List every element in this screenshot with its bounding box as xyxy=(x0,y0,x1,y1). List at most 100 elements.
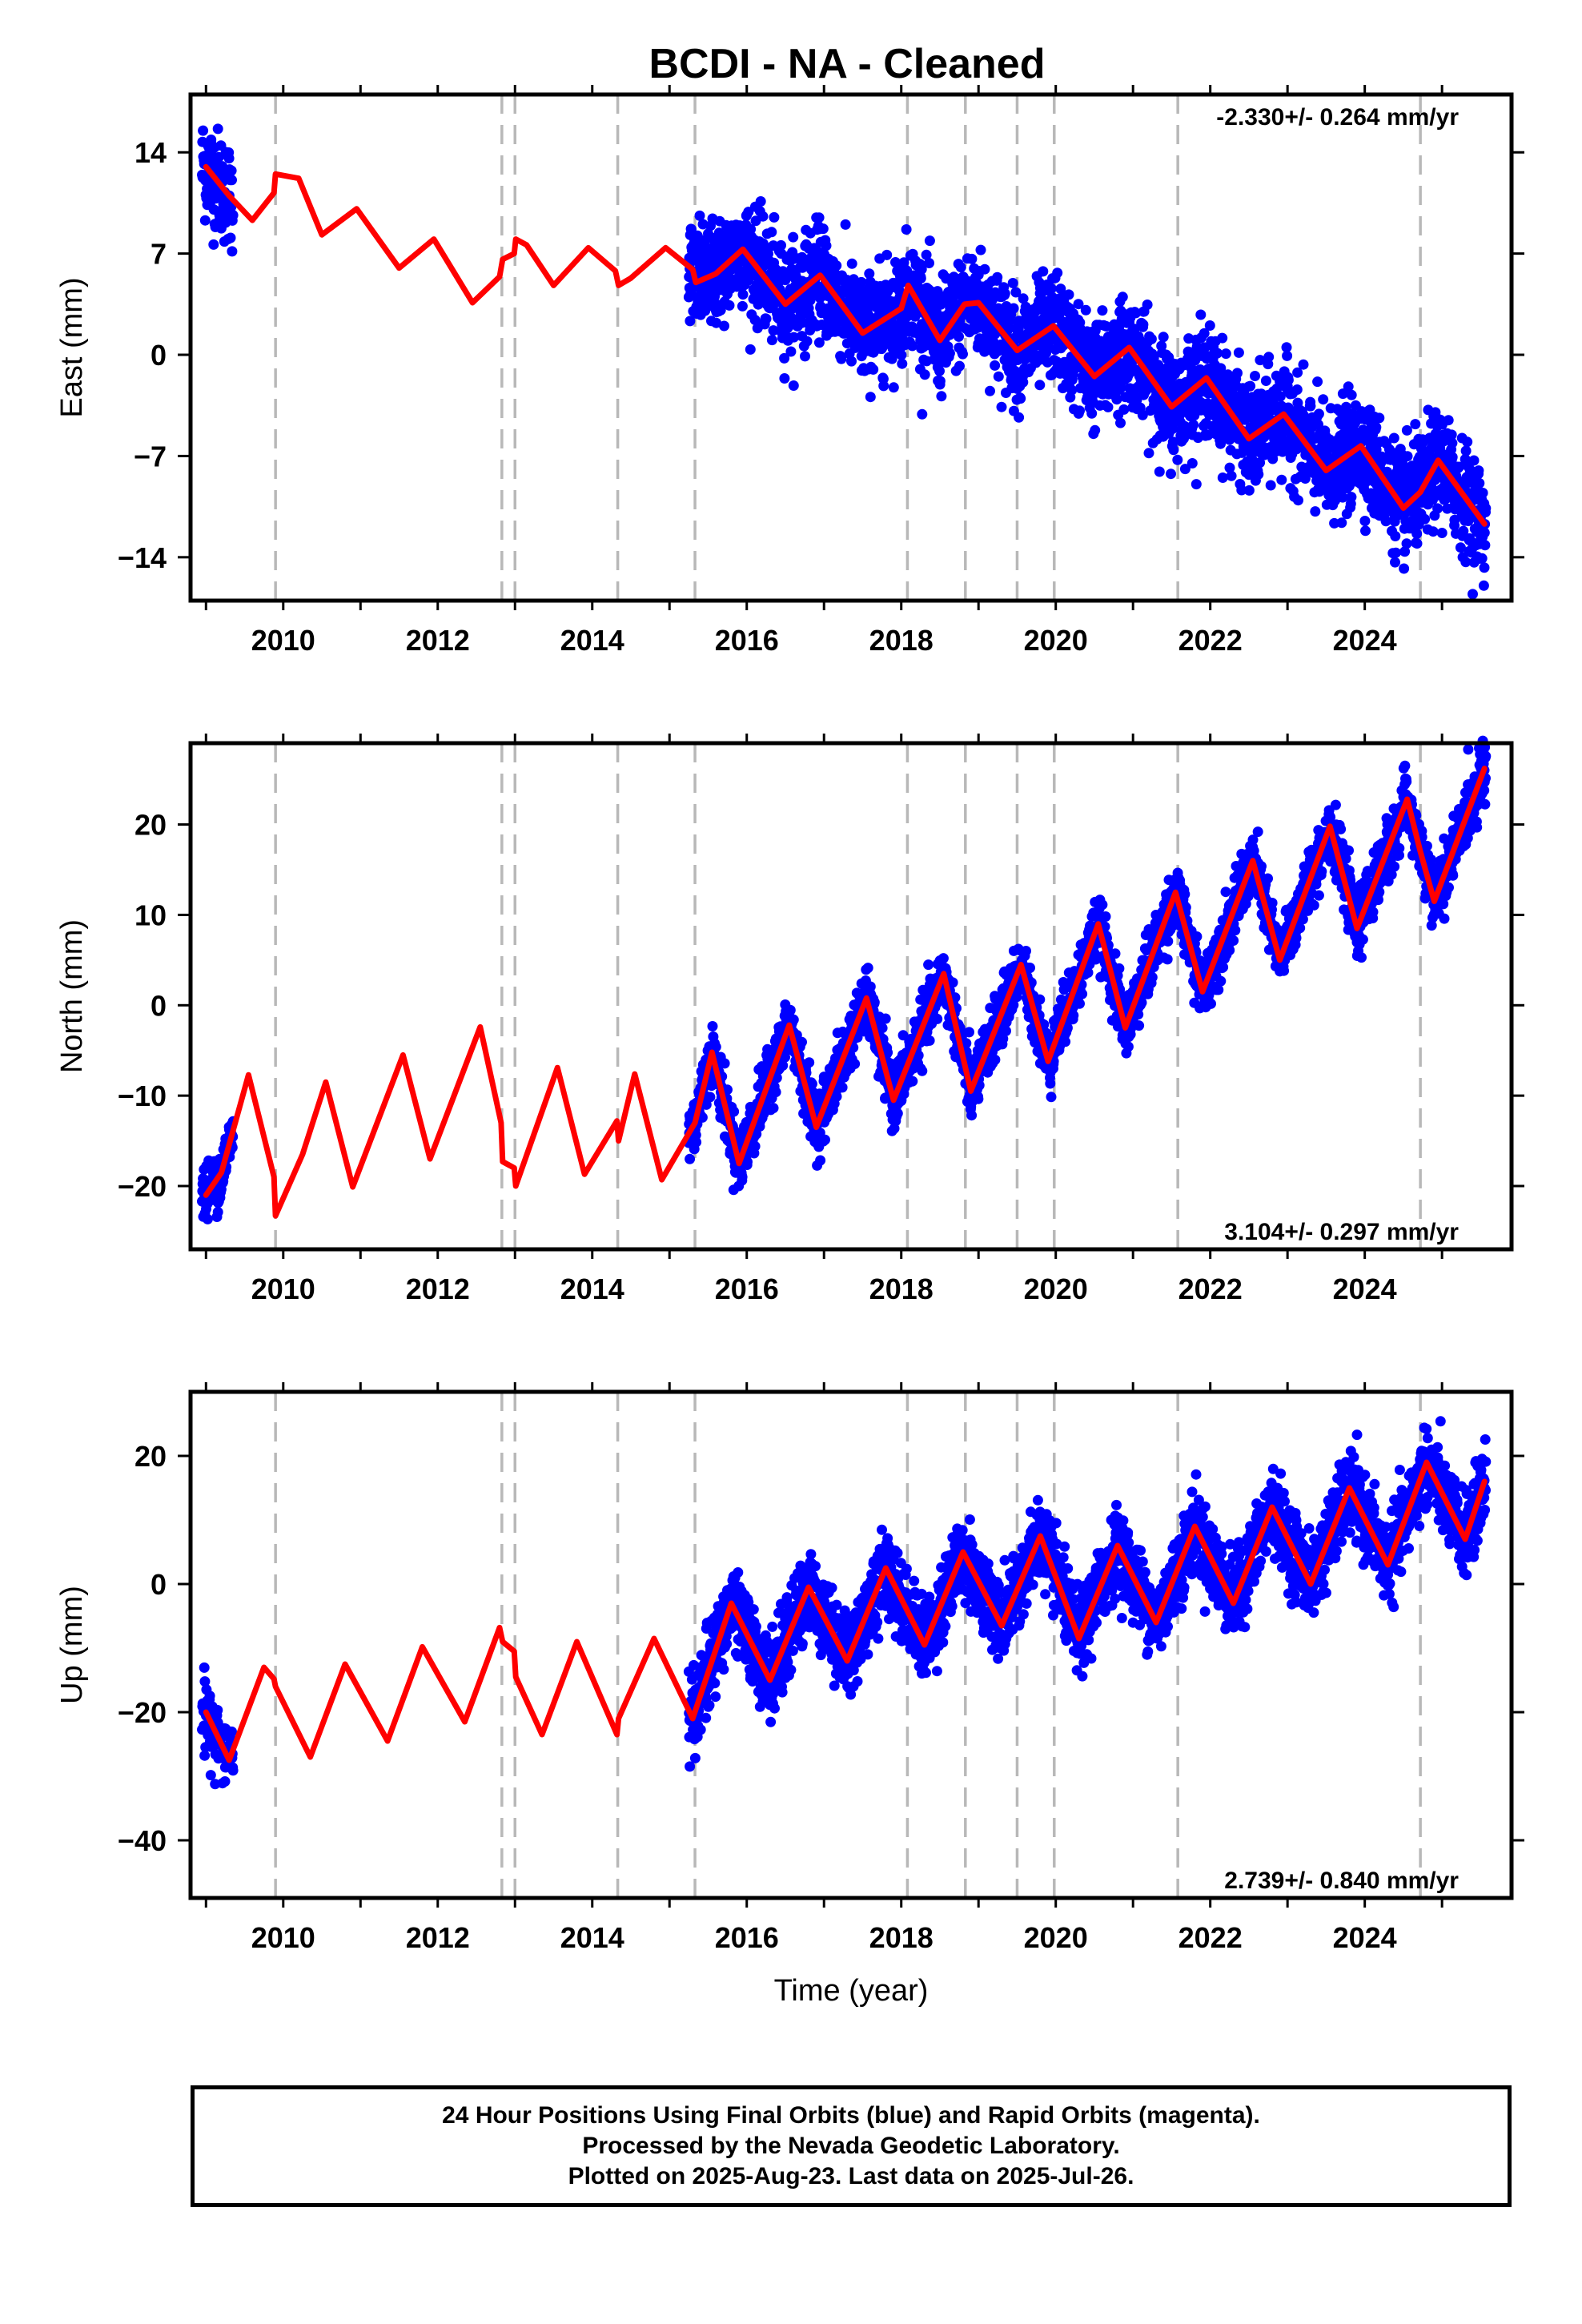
data-point xyxy=(1260,376,1271,386)
data-point xyxy=(1293,495,1303,506)
data-point xyxy=(1436,528,1447,538)
data-point xyxy=(1480,503,1492,514)
data-point xyxy=(1045,1078,1056,1089)
data-point xyxy=(1312,376,1323,388)
data-point xyxy=(979,263,990,275)
data-point xyxy=(1371,422,1382,433)
data-point xyxy=(1118,404,1130,415)
data-point xyxy=(1158,332,1169,343)
data-point xyxy=(1063,289,1074,300)
data-point xyxy=(761,313,772,324)
data-point xyxy=(973,1093,984,1104)
data-point xyxy=(1090,424,1101,436)
data-point xyxy=(1313,408,1324,420)
data-point xyxy=(1188,420,1199,430)
data-point xyxy=(999,288,1010,299)
data-point xyxy=(1283,375,1294,385)
data-point xyxy=(785,346,797,357)
data-point xyxy=(1411,529,1423,539)
data-point xyxy=(1143,448,1154,459)
data-point xyxy=(837,1082,848,1093)
data-point xyxy=(1360,525,1371,537)
data-point xyxy=(966,253,978,264)
data-point xyxy=(1460,445,1472,456)
data-point xyxy=(846,258,857,269)
data-point xyxy=(923,959,934,971)
x-tick-label: 2016 xyxy=(715,624,779,657)
data-point xyxy=(932,1013,943,1024)
data-point xyxy=(1318,394,1329,405)
data-point xyxy=(1310,506,1321,517)
data-point xyxy=(1250,371,1260,381)
data-point xyxy=(1015,393,1026,404)
data-point xyxy=(1142,300,1153,310)
data-point xyxy=(846,356,857,367)
data-point xyxy=(1265,480,1276,491)
data-point xyxy=(1480,540,1491,551)
data-point xyxy=(1191,479,1202,490)
data-point xyxy=(1046,283,1057,294)
data-point xyxy=(202,1213,213,1224)
chart-title: BCDI - NA - Cleaned xyxy=(649,41,1046,87)
data-point xyxy=(1390,531,1401,541)
data-point xyxy=(966,1110,978,1121)
data-point xyxy=(849,1059,861,1069)
data-point xyxy=(766,335,777,346)
data-point xyxy=(815,1155,826,1166)
data-point xyxy=(1411,538,1423,549)
data-point xyxy=(831,260,842,271)
data-point xyxy=(1374,412,1385,424)
data-point xyxy=(1468,455,1480,466)
data-point xyxy=(1217,332,1228,344)
data-point xyxy=(990,1054,1001,1065)
data-point xyxy=(1447,437,1458,448)
y-tick-label: 0 xyxy=(151,339,167,372)
data-point xyxy=(1291,384,1303,395)
y-tick-label: −7 xyxy=(134,440,167,472)
data-point xyxy=(1388,432,1399,444)
data-points-north xyxy=(197,735,1492,1224)
data-point xyxy=(1474,477,1485,489)
data-point xyxy=(1021,946,1031,956)
data-point xyxy=(1102,401,1114,412)
data-point xyxy=(996,401,1007,412)
data-point xyxy=(1401,424,1412,436)
data-point xyxy=(821,240,832,251)
data-point xyxy=(685,1153,696,1164)
data-point xyxy=(1025,963,1035,973)
data-point xyxy=(797,1036,807,1047)
data-point xyxy=(924,235,935,247)
data-point xyxy=(779,373,790,384)
data-point xyxy=(1462,436,1473,448)
y-tick-label: 14 xyxy=(135,136,167,169)
data-point xyxy=(737,289,749,300)
event-lines-north xyxy=(274,743,1422,1249)
data-point xyxy=(199,215,211,226)
data-point xyxy=(1391,547,1401,558)
data-point xyxy=(938,953,949,964)
data-point xyxy=(877,1023,888,1034)
data-point xyxy=(1066,384,1078,396)
data-point xyxy=(1172,454,1183,465)
panel-east: 2010 2012 2014 2016 2018 2020 2022 2024 1470−7−… xyxy=(55,85,1524,657)
data-point xyxy=(955,262,966,273)
data-point xyxy=(227,175,237,186)
data-point xyxy=(1390,557,1400,568)
data-point xyxy=(1478,580,1489,591)
data-point xyxy=(208,239,219,250)
data-point xyxy=(1233,347,1244,358)
x-tick-label: 2012 xyxy=(406,624,470,657)
y-tick-label: −14 xyxy=(118,541,167,574)
data-point xyxy=(788,380,799,391)
x-tick-label: 2018 xyxy=(869,624,934,657)
data-point xyxy=(1427,526,1439,537)
data-point xyxy=(907,1076,918,1087)
data-point xyxy=(691,1136,702,1148)
data-point xyxy=(1476,553,1488,564)
data-point xyxy=(990,360,1001,371)
data-point xyxy=(1195,309,1207,320)
data-point xyxy=(1479,562,1490,573)
data-point xyxy=(934,376,946,387)
data-point xyxy=(1232,368,1243,379)
